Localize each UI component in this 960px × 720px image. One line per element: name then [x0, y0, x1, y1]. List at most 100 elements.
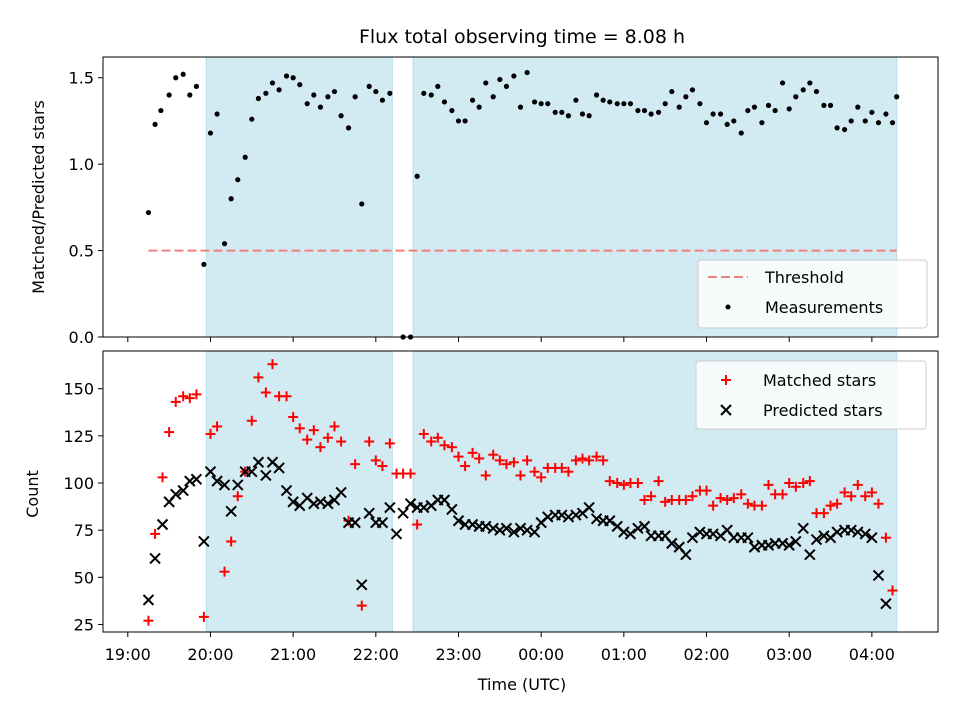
- count-panel-frame: [102, 350, 939, 633]
- predicted-point: [356, 579, 368, 591]
- x-tick-label: 00:00: [518, 645, 564, 664]
- predicted-point: [762, 539, 775, 551]
- predicted-point: [246, 465, 258, 478]
- predicted-point: [514, 522, 527, 534]
- x-tick-label: 19:00: [105, 645, 151, 664]
- measurement-point: [517, 104, 524, 110]
- matched-point: [439, 440, 450, 451]
- matched-point: [308, 425, 319, 436]
- predicted-point: [494, 524, 506, 536]
- legend-matched-swatch: [721, 375, 731, 385]
- predicted-point: [466, 518, 479, 531]
- predicted-point: [556, 509, 568, 521]
- measurement-point: [862, 118, 868, 124]
- measurement-point: [387, 90, 393, 96]
- x-tick-label: 02:00: [683, 645, 729, 664]
- measurement-point: [807, 80, 813, 86]
- matched-point: [170, 396, 181, 407]
- measurement-point: [359, 201, 365, 207]
- measurement-point: [483, 80, 489, 86]
- matched-point: [480, 470, 491, 481]
- measurement-point: [641, 107, 648, 114]
- matched-point: [536, 472, 547, 483]
- predicted-point: [624, 528, 637, 540]
- measurement-point: [283, 73, 290, 79]
- measurement-point: [793, 94, 799, 100]
- predicted-point: [184, 475, 196, 487]
- measurement-point: [331, 88, 338, 95]
- y-tick-label: 50: [74, 568, 94, 587]
- matched-point: [267, 359, 278, 370]
- predicted-point: [397, 507, 409, 519]
- matched-point: [873, 498, 884, 509]
- matched-point: [370, 455, 381, 466]
- predicted-point: [500, 522, 513, 534]
- matched-point: [488, 449, 499, 460]
- x-tick-label: 01:00: [601, 645, 647, 664]
- matched-point: [577, 453, 588, 464]
- count-y-axis-label: Count: [23, 470, 42, 518]
- measurement-point: [676, 104, 682, 110]
- matched-point: [687, 491, 698, 502]
- measurement-point: [255, 95, 262, 102]
- measurement-point: [201, 261, 207, 268]
- measurement-point: [875, 120, 882, 126]
- matched-point: [763, 479, 774, 490]
- measurement-point: [276, 87, 282, 93]
- predicted-point: [680, 548, 692, 561]
- predicted-point: [273, 462, 285, 474]
- predicted-point: [590, 513, 603, 525]
- predicted-point: [776, 537, 789, 550]
- predicted-point: [190, 473, 203, 485]
- measurement-point: [269, 80, 276, 86]
- measurement-point: [235, 177, 241, 183]
- matched-point: [356, 600, 367, 611]
- matched-point: [178, 391, 189, 402]
- measurement-point: [552, 109, 558, 115]
- matched-points: [143, 359, 898, 626]
- measurement-point: [173, 75, 179, 81]
- measurement-point: [435, 83, 441, 89]
- predicted-point: [452, 515, 465, 527]
- matched-point: [446, 442, 457, 453]
- predicted-point: [866, 531, 878, 544]
- measurement-point: [166, 92, 172, 98]
- matched-point: [198, 611, 209, 622]
- matched-point: [887, 585, 898, 596]
- measurement-point: [703, 120, 710, 126]
- measurement-point: [214, 111, 220, 117]
- matched-point: [302, 434, 313, 445]
- measurement-point: [304, 101, 310, 107]
- measurement-point: [497, 76, 503, 83]
- measurement-point: [648, 111, 654, 117]
- measurement-point: [889, 120, 896, 126]
- matched-point: [377, 461, 388, 472]
- matched-point: [866, 487, 877, 498]
- predicted-point: [142, 594, 155, 606]
- matched-point: [232, 491, 243, 502]
- matched-point: [494, 455, 505, 466]
- matched-point: [728, 493, 739, 504]
- predicted-point: [845, 524, 857, 536]
- predicted-point: [790, 535, 802, 548]
- measurement-point: [145, 209, 152, 216]
- legend-measurement-label: Measurements: [765, 298, 883, 317]
- measurement-point: [297, 82, 303, 88]
- predicted-point: [694, 526, 706, 538]
- matched-point: [660, 496, 671, 507]
- matched-point: [818, 508, 829, 519]
- measurement-point: [531, 99, 538, 105]
- y-tick-label: 125: [63, 427, 94, 446]
- matched-point: [653, 476, 664, 487]
- matched-point: [184, 393, 195, 404]
- measurement-point: [352, 94, 358, 100]
- measurement-point: [428, 92, 434, 98]
- measurement-point: [455, 118, 462, 124]
- predicted-point: [287, 496, 299, 508]
- measurement-point: [373, 88, 379, 95]
- ratio-y-axis-label: Matched/Predicted stars: [29, 100, 48, 294]
- matched-point: [839, 487, 850, 498]
- measurement-point: [855, 104, 861, 110]
- measurement-point: [655, 109, 662, 115]
- matched-point: [584, 455, 595, 466]
